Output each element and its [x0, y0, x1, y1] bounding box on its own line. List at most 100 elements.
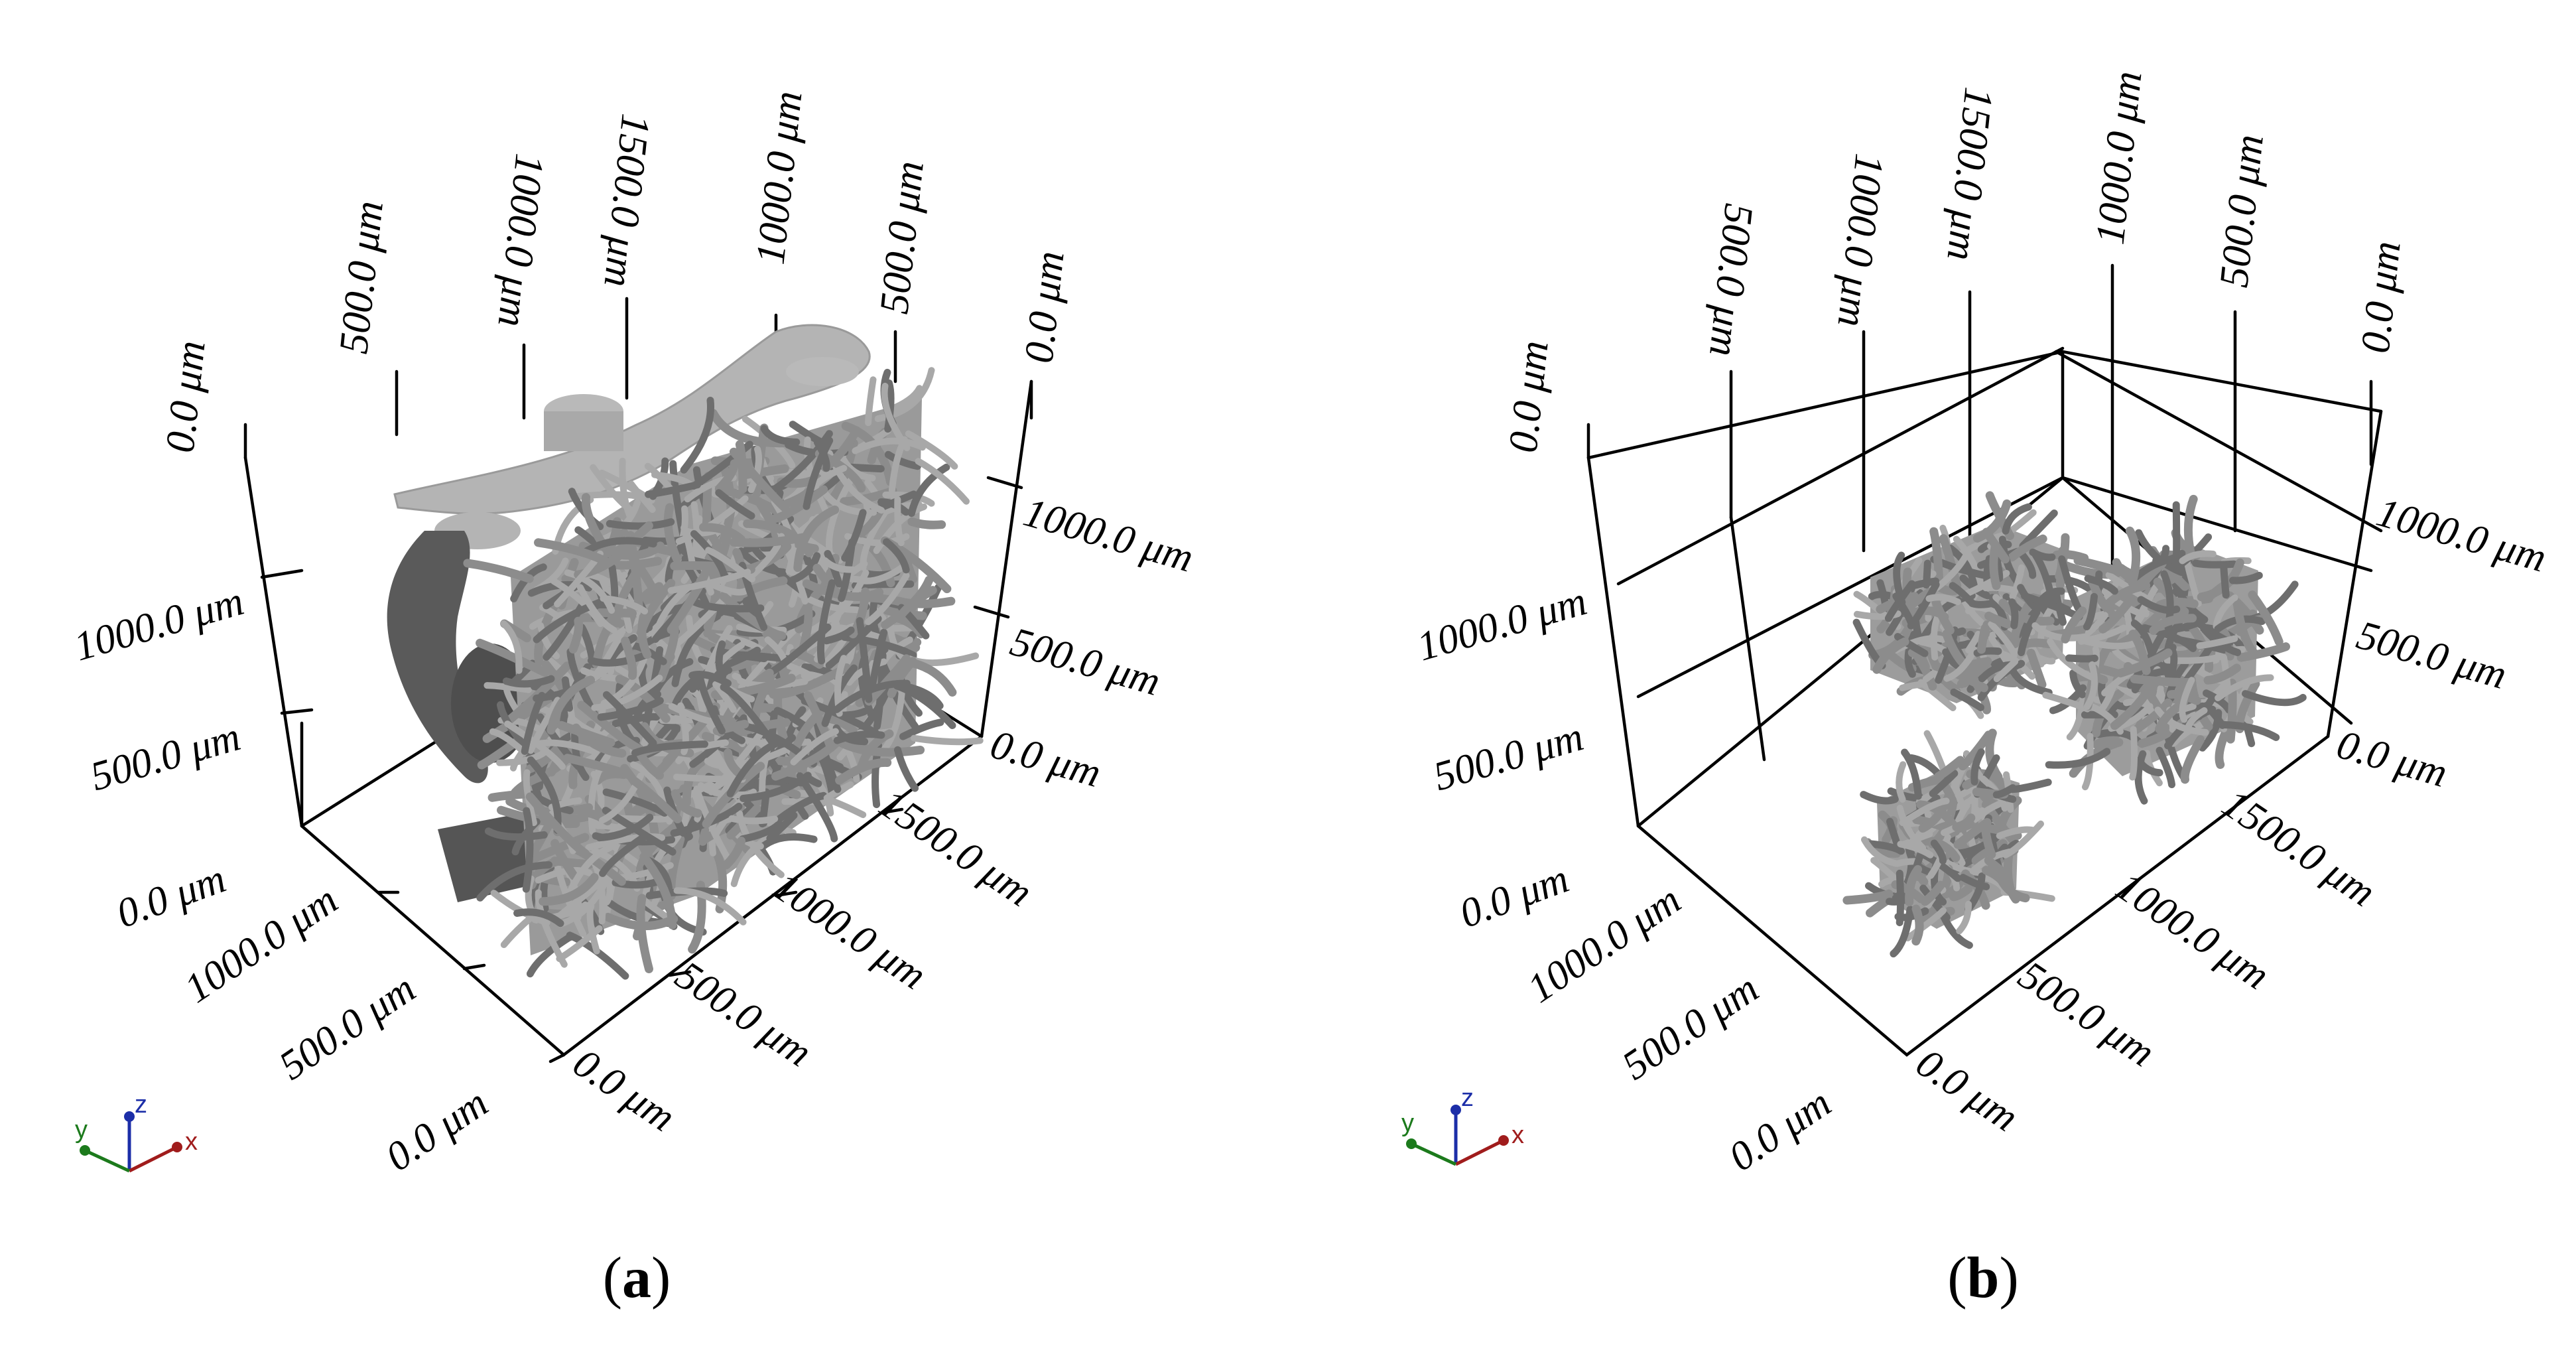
- panel-a-right-label-0: 0.0 μm: [986, 722, 1106, 796]
- fiber-strand: [599, 833, 648, 877]
- panel-a-y-label-0: 0.0 μm: [378, 1080, 496, 1180]
- panel-a-x-label-0: 0.0 μm: [565, 1040, 683, 1140]
- fiber-strand: [2144, 750, 2163, 787]
- panel-a-top-label-500: 500.0 μm: [331, 199, 392, 356]
- fiber-strand: [688, 597, 765, 613]
- fiber-strand: [714, 459, 739, 494]
- fiber-strand: [463, 559, 534, 583]
- fiber-strand: [667, 567, 710, 634]
- fiber-strand: [673, 774, 746, 783]
- panel-a-y-label-500: 500.0 μm: [271, 966, 423, 1089]
- fiber-strand: [2153, 577, 2189, 616]
- panel-a-triad-x-dot: [172, 1142, 182, 1152]
- fiber-strand: [1904, 907, 1947, 941]
- panel-b-mid-line: [1636, 476, 2065, 699]
- panel-a-left-tick-1000: [260, 569, 304, 579]
- fiber-strand: [2085, 612, 2108, 636]
- fiber-strand: [2203, 663, 2241, 685]
- fiber-strand: [1925, 594, 1961, 606]
- fiber-strand: [2002, 503, 2032, 535]
- fiber-strand: [1907, 581, 1940, 630]
- fiber-strand: [1950, 688, 1984, 711]
- fiber-strand: [621, 636, 637, 680]
- fiber-strand: [708, 728, 765, 795]
- fiber-strand: [2031, 622, 2091, 642]
- fiber-strand: [673, 591, 732, 648]
- fiber-strand: [838, 738, 925, 757]
- panel-b-x-label-1500: 1500.0 μm: [2215, 781, 2384, 916]
- panel-a-top-label-1500: 1500.0 μm: [595, 111, 658, 289]
- fiber-strand: [476, 638, 550, 677]
- panel-a-topright-label-1000: 1000.0 μm: [748, 89, 811, 267]
- fiber-strand: [1949, 884, 1973, 902]
- fiber-strand: [489, 728, 528, 756]
- panel-a-top-label-1000: 1000.0 μm: [489, 151, 552, 329]
- panel-b-triad-x-label: x: [1512, 1121, 1524, 1149]
- panel-b-back-top: [1586, 350, 2383, 460]
- fiber-strand: [504, 720, 566, 770]
- panel-b-triad-z-dot: [1450, 1105, 1461, 1115]
- fiber-strand: [2203, 689, 2233, 714]
- panel-b-triad-y-dot: [1406, 1138, 1417, 1149]
- fiber-strand: [663, 503, 681, 563]
- fiber-strand: [893, 682, 956, 729]
- panel-b-right-vertical: [2326, 409, 2383, 738]
- fiber-strand: [833, 730, 885, 744]
- fiber-strand: [1996, 826, 2038, 839]
- fiber-strand: [2031, 551, 2057, 609]
- fiber-strand: [899, 718, 944, 740]
- fiber-strand: [907, 463, 950, 517]
- panel-a-right-label-500: 500.0 μm: [1005, 619, 1165, 705]
- fiber-strand: [775, 791, 828, 823]
- fiber-strand: [590, 464, 634, 513]
- panel-b-fiber-cluster-lower: [1842, 728, 2055, 958]
- panel-b-top-label-1000: 1000.0 μm: [1829, 151, 1892, 329]
- fiber-strand: [2131, 667, 2175, 694]
- panel-b-triad-x-dot: [1498, 1135, 1509, 1146]
- fiber-strand: [722, 837, 746, 870]
- panel-b-y-label-500: 500.0 μm: [1614, 966, 1766, 1089]
- fiber-strand: [743, 722, 817, 768]
- fiber-strand: [591, 674, 663, 711]
- fiber-strand: [671, 789, 702, 818]
- fiber-strand: [720, 683, 777, 747]
- fiber-strand: [667, 569, 751, 594]
- panel-a-triad-z-dot: [124, 1111, 135, 1122]
- fiber-strand: [803, 436, 830, 515]
- fiber-strand: [796, 772, 838, 843]
- fiber-strand: [697, 782, 751, 799]
- fiber-strand: [2018, 551, 2037, 579]
- fiber-strand: [1977, 624, 1990, 654]
- fiber-strand: [1901, 748, 1922, 800]
- fiber-strand: [600, 595, 649, 615]
- panel-b-caption: (b): [1947, 1246, 2019, 1310]
- fiber-strand: [722, 646, 761, 669]
- fiber-strand: [568, 616, 584, 653]
- panel-a-triad-x-label: x: [185, 1128, 198, 1156]
- fiber-strand: [1930, 594, 1955, 635]
- fiber-strand: [1994, 868, 2030, 903]
- fiber-strand: [502, 675, 555, 688]
- fiber-strand: [1867, 840, 1905, 855]
- fiber-strand: [1972, 499, 2012, 543]
- fiber-strand: [699, 523, 745, 544]
- panel-b: 0.0 μm 500.0 μm 1000.0 μm 1500.0 μm 1000…: [1401, 69, 2551, 1310]
- panel-a-dark-shapes: [387, 531, 544, 902]
- fiber-strand: [1853, 610, 1901, 620]
- fiber-strand: [730, 532, 810, 547]
- fiber-strand: [1956, 900, 1972, 935]
- fiber-strand: [2172, 501, 2181, 567]
- fiber-strand: [2101, 588, 2143, 617]
- fiber-strand: [1904, 630, 1918, 678]
- panel-b-orientation-triad: z x y: [1401, 1084, 1524, 1166]
- fiber-strand: [483, 682, 532, 693]
- fiber-strand: [822, 626, 855, 645]
- fiber-strand: [2047, 638, 2097, 682]
- fiber-strand: [1984, 856, 2012, 880]
- panel-a-z-axis-left: [243, 456, 304, 828]
- panel-a-x-label-1500: 1500.0 μm: [871, 781, 1041, 916]
- fiber-strand: [2008, 534, 2047, 562]
- panel-b-triad-y-label: y: [1401, 1109, 1414, 1137]
- fiber-strand: [894, 496, 905, 547]
- fiber-strand: [2137, 596, 2181, 614]
